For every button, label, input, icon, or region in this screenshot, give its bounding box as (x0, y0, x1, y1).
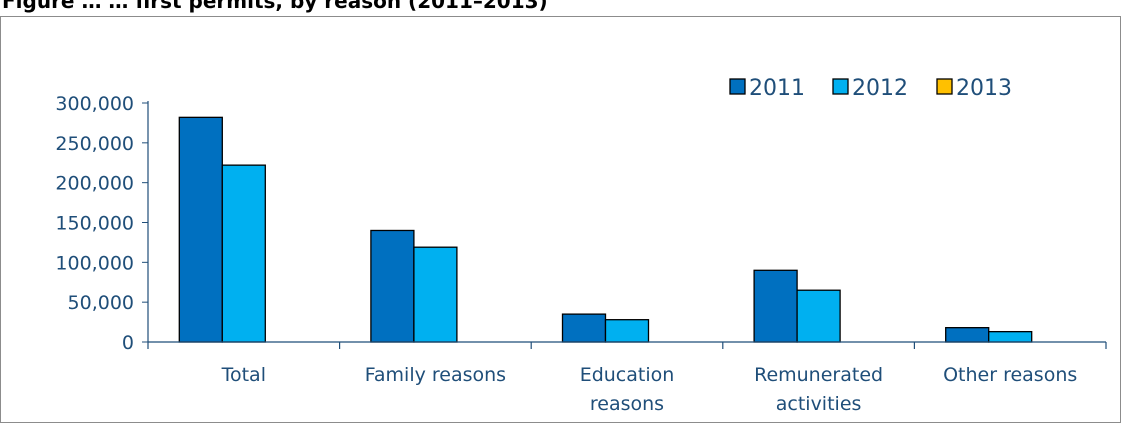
y-tick-label: 200,000 (55, 173, 134, 195)
x-category-label: Remunerated (754, 364, 883, 386)
chart-title-clipped: Figure … … first permits, by reason (201… (0, 0, 1124, 14)
bar-2012-0 (221, 164, 266, 343)
x-category-label: Other reasons (943, 364, 1077, 386)
bar-2011-3 (753, 269, 798, 343)
legend-label-2013: 2013 (956, 76, 1012, 101)
bar-2011-0 (178, 116, 223, 343)
x-category-label: Family reasons (365, 364, 506, 386)
x-category-label: Total (221, 364, 266, 386)
x-category-label: reasons (590, 393, 664, 415)
y-tick-label: 0 (122, 332, 134, 354)
chart-title: Figure … … first permits, by reason (201… (2, 0, 548, 13)
legend-swatch-2012 (832, 78, 849, 95)
bar-2011-2 (561, 313, 607, 343)
bar-2012-3 (796, 289, 841, 343)
bar-2011-4 (945, 327, 990, 343)
y-tick-label: 150,000 (55, 213, 134, 235)
y-tick-label: 100,000 (55, 252, 134, 274)
bar-2012-4 (988, 330, 1033, 343)
bar-2011-1 (370, 229, 415, 343)
bar-2012-2 (604, 319, 650, 343)
bar-2012-1 (413, 246, 458, 343)
x-category-label: activities (776, 393, 862, 415)
chart-frame (0, 16, 1121, 423)
y-tick-label: 50,000 (68, 292, 134, 314)
legend-swatch-2013 (936, 78, 953, 95)
legend-swatch-2011 (729, 78, 746, 95)
legend-label-2011: 2011 (749, 76, 805, 101)
y-tick-label: 250,000 (55, 133, 134, 155)
legend-label-2012: 2012 (852, 76, 908, 101)
y-tick-label: 300,000 (55, 93, 134, 115)
x-category-label: Education (580, 364, 675, 386)
